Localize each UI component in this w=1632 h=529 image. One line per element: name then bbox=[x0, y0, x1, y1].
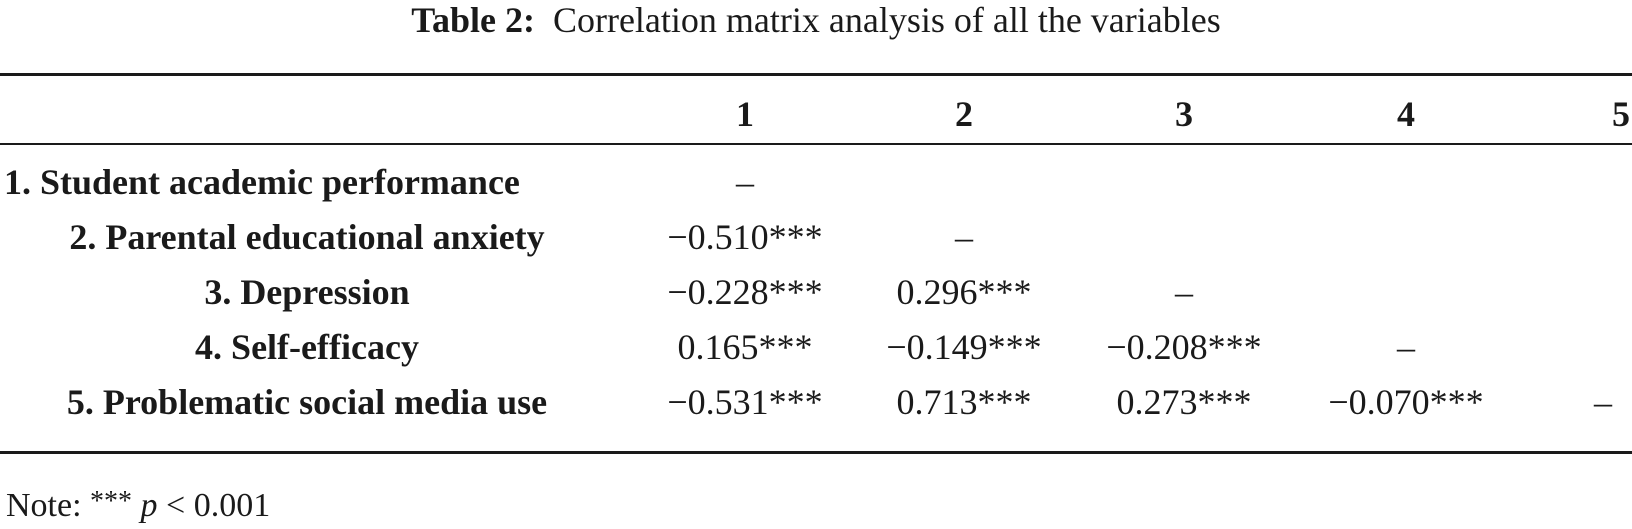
bottom-rule bbox=[0, 451, 1632, 454]
header-rule bbox=[0, 143, 1632, 145]
column-header-1: 1 bbox=[736, 94, 754, 134]
table-cell: – bbox=[736, 162, 754, 202]
row-label-depression: 3. Depression bbox=[204, 272, 410, 312]
table-cell: – bbox=[1397, 327, 1415, 367]
row-label-student-academic-performance: 1. Student academic performance bbox=[4, 162, 520, 202]
table-cell: −0.208*** bbox=[1106, 327, 1262, 367]
table-cell: −0.149*** bbox=[886, 327, 1042, 367]
note-suffix: < 0.001 bbox=[157, 487, 271, 524]
table-cell: −0.510*** bbox=[667, 217, 823, 257]
row-label-parental-educational-anxiety: 2. Parental educational anxiety bbox=[69, 217, 545, 257]
table-cell: 0.165*** bbox=[677, 327, 813, 367]
column-header-3: 3 bbox=[1175, 94, 1193, 134]
table-cell: −0.070*** bbox=[1328, 382, 1484, 422]
table-cell: 0.296*** bbox=[896, 272, 1032, 312]
column-header-2: 2 bbox=[955, 94, 973, 134]
note-p: p bbox=[140, 487, 158, 524]
note-stars: *** bbox=[90, 486, 133, 517]
table-note: Note: *** p < 0.001 bbox=[6, 482, 270, 526]
note-prefix: Note: bbox=[6, 487, 91, 524]
row-label-self-efficacy: 4. Self-efficacy bbox=[195, 327, 419, 367]
table-cell: 0.713*** bbox=[896, 382, 1032, 422]
table-cell: – bbox=[955, 217, 973, 257]
table-cell: 0.273*** bbox=[1116, 382, 1252, 422]
top-rule bbox=[0, 73, 1632, 76]
table-cell: −0.228*** bbox=[667, 272, 823, 312]
table-title: Correlation matrix analysis of all the v… bbox=[552, 0, 1221, 40]
row-label-problematic-social-media-use: 5. Problematic social media use bbox=[66, 382, 548, 422]
table-cell: – bbox=[1175, 272, 1193, 312]
table-caption: Table 2: Correlation matrix analysis of … bbox=[0, 0, 1632, 40]
table-cell: – bbox=[1594, 382, 1612, 422]
column-header-4: 4 bbox=[1397, 94, 1415, 134]
table-number: Table 2: bbox=[411, 0, 535, 40]
table-cell: −0.531*** bbox=[667, 382, 823, 422]
column-header-5: 5 bbox=[1612, 94, 1630, 134]
